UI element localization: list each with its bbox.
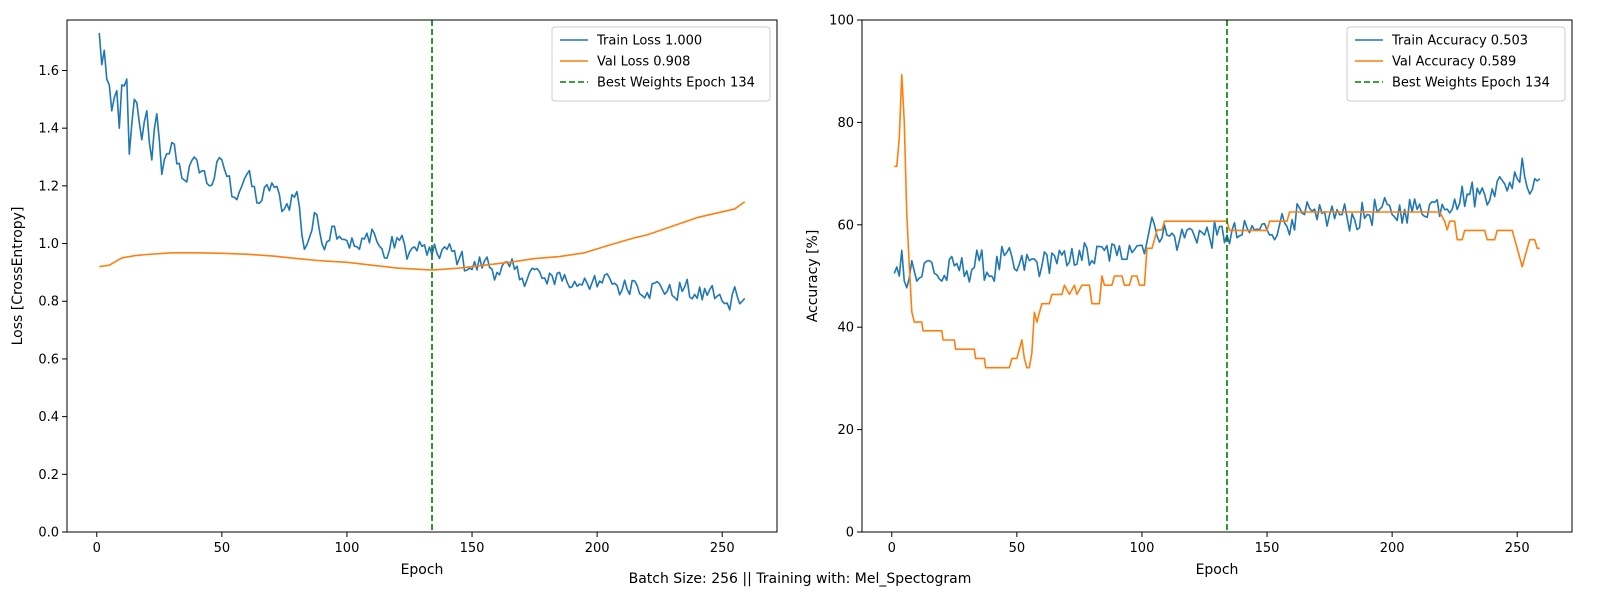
- train-series-line: [893, 157, 1541, 289]
- x-tick-label: 100: [1130, 541, 1155, 556]
- y-tick-label: 1.2: [38, 179, 59, 194]
- legend-label: Train Loss 1.000: [596, 34, 702, 49]
- legend-label: Best Weights Epoch 134: [1392, 76, 1550, 91]
- y-tick-label: 0: [846, 526, 854, 541]
- val-series-line: [894, 73, 1540, 369]
- y-axis-label: Accuracy [%]: [805, 230, 821, 323]
- legend-box: [551, 26, 771, 102]
- legend-label: Best Weights Epoch 134: [597, 76, 755, 91]
- y-tick-label: 0.0: [38, 526, 59, 541]
- plot-frame: [861, 19, 1573, 533]
- x-axis-label: Epoch: [1196, 562, 1239, 578]
- y-tick-label: 1.4: [38, 122, 59, 137]
- legend-label: Train Accuracy 0.503: [1391, 34, 1528, 49]
- y-tick-label: 60: [837, 218, 854, 233]
- y-tick-label: 1.6: [38, 64, 59, 79]
- y-tick-label: 80: [837, 116, 854, 131]
- x-tick-label: 150: [460, 541, 485, 556]
- x-tick-label: 0: [888, 541, 896, 556]
- plot-frame: [66, 19, 778, 533]
- legend-box: [1346, 26, 1566, 102]
- x-axis-label: Epoch: [401, 562, 444, 578]
- y-tick-label: 20: [837, 423, 854, 438]
- x-tick-label: 200: [1380, 541, 1405, 556]
- x-tick-label: 0: [93, 541, 101, 556]
- y-tick-label: 0.6: [38, 352, 59, 367]
- figure-caption: Batch Size: 256 || Training with: Mel_Sp…: [629, 571, 972, 587]
- x-tick-label: 100: [335, 541, 360, 556]
- loss-chart: 0 50 100 150 200 250 0.0 0.2 0.4 0.6 0.8 1.0 1.2 1.4 1…: [10, 19, 778, 578]
- y-tick-label: 100: [829, 14, 854, 29]
- y-tick-label: 0.8: [38, 295, 59, 310]
- val-series-line: [99, 201, 746, 271]
- legend-label: Val Accuracy 0.589: [1392, 55, 1516, 70]
- x-tick-label: 250: [710, 541, 735, 556]
- y-tick-label: 40: [837, 321, 854, 336]
- y-tick-label: 0.2: [38, 468, 59, 483]
- legend-label: Val Loss 0.908: [597, 55, 690, 70]
- x-tick-label: 250: [1505, 541, 1530, 556]
- x-tick-label: 50: [214, 541, 231, 556]
- x-tick-label: 50: [1009, 541, 1026, 556]
- train-series-line: [98, 32, 746, 311]
- accuracy-chart: 0 50 100 150 200 250 0 20 40 60 80 100 Epoch Accuracy…: [805, 14, 1573, 578]
- x-tick-label: 150: [1255, 541, 1280, 556]
- y-axis-label: Loss [CrossEntropy]: [10, 207, 26, 346]
- x-tick-label: 200: [585, 541, 610, 556]
- y-tick-label: 0.4: [38, 410, 59, 425]
- y-tick-label: 1.0: [38, 237, 59, 252]
